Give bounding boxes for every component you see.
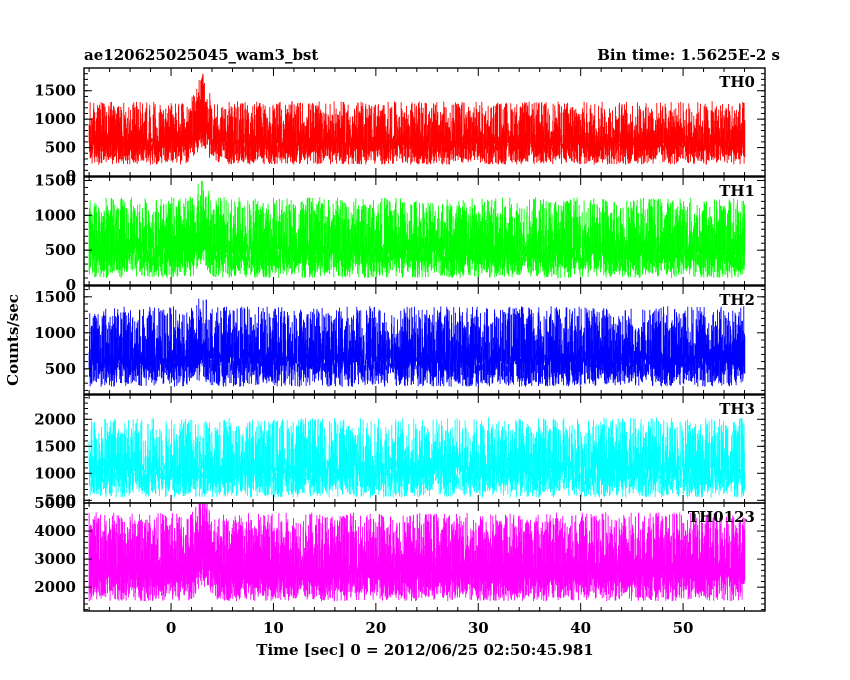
- y-tick-label: 1000: [34, 206, 76, 224]
- chart-title-left: ae120625025045_wam3_bst: [84, 46, 318, 64]
- x-tick-label: 50: [673, 619, 694, 637]
- y-tick-label: 500: [45, 241, 76, 259]
- panel-frame-th1: [83, 176, 766, 286]
- panel-label-th0123: TH0123: [688, 508, 755, 526]
- series-th3-trace: [88, 417, 746, 498]
- panel-th2: 500 1000 1500 TH2: [34, 285, 766, 395]
- y-tick-label: 1000: [34, 464, 76, 482]
- y-tick-label: 2000: [34, 578, 76, 596]
- panel-label-th1: TH1: [719, 182, 755, 200]
- y-tick-label: 0: [66, 276, 76, 294]
- series-th0123-trace: [88, 504, 746, 602]
- y-tick-label: 4000: [34, 522, 76, 540]
- y-axis-title: Counts/sec: [4, 294, 22, 386]
- x-tick-label: 10: [263, 619, 284, 637]
- series-th0-trace: [88, 73, 746, 165]
- x-tick-label: 30: [468, 619, 489, 637]
- y-tick-label: 2000: [34, 410, 76, 428]
- y-tick-label: 500: [45, 360, 76, 378]
- y-tick-label: 1500: [34, 82, 76, 100]
- y-tick-label: 1500: [34, 171, 76, 189]
- panel-th1: 0 500 1000 1500 TH1: [34, 171, 766, 294]
- x-tick-label: 40: [570, 619, 591, 637]
- panel-frame-th0: [83, 67, 766, 177]
- y-tick-label: 0: [66, 167, 76, 185]
- panel-th0123: 2000 3000 4000 5000 TH0123: [34, 494, 766, 612]
- y-tick-label: 1000: [34, 110, 76, 128]
- y-tick-label: 1500: [34, 288, 76, 306]
- y-tick-label: 1000: [34, 324, 76, 342]
- y-tick-label: 3000: [34, 550, 76, 568]
- panel-th3: 500 1000 1500 2000 TH3: [34, 394, 766, 509]
- y-tick-label: 500: [45, 491, 76, 509]
- x-axis-title: Time [sec] 0 = 2012/06/25 02:50:45.981: [256, 641, 593, 659]
- y-tick-label: 5000: [34, 494, 76, 512]
- y-tick-label: 1500: [34, 437, 76, 455]
- panel-th0: 0 500 1000 1500 TH0: [34, 67, 766, 185]
- chart-title-right: Bin time: 1.5625E-2 s: [597, 46, 780, 64]
- panel-label-th0: TH0: [719, 73, 755, 91]
- series-th1-trace: [88, 180, 746, 278]
- panel-label-th3: TH3: [719, 400, 755, 418]
- x-tick-label: 20: [365, 619, 386, 637]
- y-tick-label: 500: [45, 139, 76, 157]
- panel-label-th2: TH2: [719, 291, 755, 309]
- panel-frame-th0123: [83, 502, 766, 612]
- series-th2-trace: [88, 298, 746, 387]
- x-tick-label: 0: [166, 619, 176, 637]
